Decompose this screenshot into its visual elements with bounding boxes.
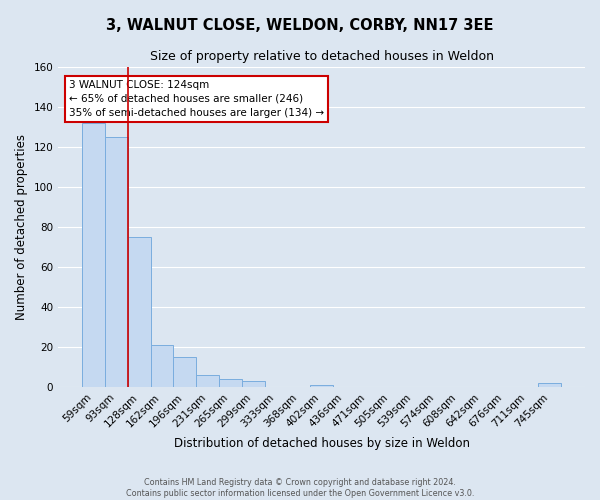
Text: Contains HM Land Registry data © Crown copyright and database right 2024.
Contai: Contains HM Land Registry data © Crown c… — [126, 478, 474, 498]
Bar — [105, 137, 128, 387]
Bar — [128, 237, 151, 387]
Bar — [196, 375, 219, 387]
Bar — [538, 383, 561, 387]
Text: 3 WALNUT CLOSE: 124sqm
← 65% of detached houses are smaller (246)
35% of semi-de: 3 WALNUT CLOSE: 124sqm ← 65% of detached… — [69, 80, 324, 118]
Bar — [242, 381, 265, 387]
X-axis label: Distribution of detached houses by size in Weldon: Distribution of detached houses by size … — [173, 437, 470, 450]
Bar — [151, 345, 173, 387]
Y-axis label: Number of detached properties: Number of detached properties — [15, 134, 28, 320]
Text: 3, WALNUT CLOSE, WELDON, CORBY, NN17 3EE: 3, WALNUT CLOSE, WELDON, CORBY, NN17 3EE — [106, 18, 494, 32]
Title: Size of property relative to detached houses in Weldon: Size of property relative to detached ho… — [149, 50, 494, 63]
Bar — [173, 357, 196, 387]
Bar — [82, 123, 105, 387]
Bar — [219, 379, 242, 387]
Bar — [310, 385, 333, 387]
